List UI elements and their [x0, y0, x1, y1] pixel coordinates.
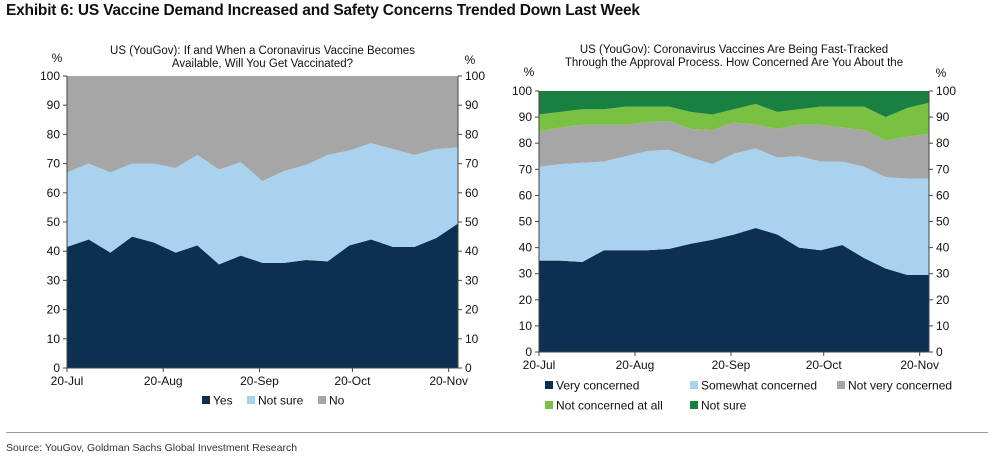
left-title-line-1: US (YouGov): If and When a Coronavirus V… [110, 45, 415, 57]
left-xtick-label: 20-Nov [429, 374, 468, 388]
right-ytick-right-label: 90 [936, 110, 950, 124]
right-ytick-right-label: 30 [936, 267, 950, 281]
right-legend-swatch-very-concerned [545, 381, 553, 389]
left-ylabel-left: % [52, 51, 63, 65]
left-legend-swatch-yes [202, 396, 210, 404]
chart-vaccine-willingness: US (YouGov): If and When a Coronavirus V… [40, 45, 485, 408]
right-ytick-left-label: 70 [519, 162, 533, 176]
right-xtick-label: 20-Nov [900, 358, 939, 372]
left-ytick-right-label: 0 [465, 361, 472, 375]
right-legend-label-not-sure: Not sure [701, 399, 747, 413]
left-ytick-left-label: 0 [53, 361, 60, 375]
right-ytick-left-label: 0 [525, 345, 532, 359]
right-ytick-left-label: 60 [519, 188, 533, 202]
left-xtick-label: 20-Sep [240, 374, 279, 388]
right-xtick-label: 20-Sep [712, 358, 751, 372]
right-ytick-right-label: 100 [936, 84, 956, 98]
right-ytick-left-label: 90 [519, 110, 533, 124]
right-title-line-1: US (YouGov): Coronavirus Vaccines Are Be… [580, 44, 888, 56]
right-ytick-left-label: 30 [519, 267, 533, 281]
right-legend-swatch-not-concerned-at-all [545, 401, 553, 409]
right-legend-swatch-not-sure [690, 401, 698, 409]
right-legend-swatch-somewhat-concerned [690, 381, 698, 389]
right-ytick-right-label: 40 [936, 241, 950, 255]
left-ytick-right-label: 10 [465, 332, 479, 346]
left-ytick-right-label: 20 [465, 303, 479, 317]
left-ytick-left-label: 10 [47, 332, 61, 346]
right-ytick-right-label: 60 [936, 188, 950, 202]
right-ylabel-left: % [524, 65, 535, 79]
left-ytick-left-label: 60 [47, 186, 61, 200]
right-ytick-left-label: 40 [519, 241, 533, 255]
left-legend-label-yes: Yes [213, 394, 233, 408]
right-xtick-label: 20-Aug [616, 358, 655, 372]
left-ytick-right-label: 40 [465, 244, 479, 258]
right-legend-label-somewhat-concerned: Somewhat concerned [701, 379, 817, 393]
left-legend-label-not-sure: Not sure [258, 394, 304, 408]
source-note: Source: YouGov, Goldman Sachs Global Inv… [6, 442, 298, 454]
left-xtick-label: 20-Jul [51, 374, 84, 388]
right-ytick-left-label: 80 [519, 136, 533, 150]
right-area-not-concerned-at-all [539, 102, 929, 141]
right-legend-label-very-concerned: Very concerned [556, 379, 639, 393]
source-divider [6, 432, 988, 433]
left-legend-swatch-not-sure [247, 396, 255, 404]
right-xtick-label: 20-Oct [806, 358, 843, 372]
right-legend-swatch-not-very-concerned [837, 381, 845, 389]
left-ytick-left-label: 30 [47, 273, 61, 287]
right-ytick-left-label: 100 [512, 84, 532, 98]
left-ytick-left-label: 100 [40, 69, 60, 83]
left-area-yes [67, 223, 458, 368]
right-area-very-concerned [539, 228, 929, 352]
left-ytick-right-label: 90 [465, 98, 479, 112]
left-area-not-sure [67, 143, 458, 265]
left-xtick-label: 20-Oct [334, 374, 371, 388]
left-ytick-left-label: 90 [47, 98, 61, 112]
right-ytick-right-label: 20 [936, 293, 950, 307]
left-ytick-right-label: 70 [465, 157, 479, 171]
left-xtick-label: 20-Aug [144, 374, 183, 388]
right-area-not-very-concerned [539, 121, 929, 179]
left-ytick-left-label: 70 [47, 157, 61, 171]
left-ytick-right-label: 30 [465, 273, 479, 287]
right-ytick-right-label: 10 [936, 319, 950, 333]
right-ytick-right-label: 50 [936, 215, 950, 229]
right-title-line-2: Through the Approval Process. How Concer… [565, 57, 903, 69]
left-ytick-left-label: 80 [47, 127, 61, 141]
left-ylabel-right: % [465, 53, 476, 67]
chart-fast-track-concern: US (YouGov): Coronavirus Vaccines Are Be… [512, 44, 956, 413]
right-legend-label-not-concerned-at-all: Not concerned at all [556, 399, 663, 413]
exhibit-title: Exhibit 6: US Vaccine Demand Increased a… [6, 2, 640, 19]
left-ytick-left-label: 40 [47, 244, 61, 258]
left-legend-swatch-no [318, 396, 326, 404]
left-ytick-left-label: 50 [47, 215, 61, 229]
left-area-no [67, 76, 458, 182]
right-ytick-left-label: 10 [519, 319, 533, 333]
left-title-line-2: Available, Will You Get Vaccinated? [172, 58, 353, 70]
right-legend-label-not-very-concerned: Not very concerned [848, 379, 952, 393]
right-area-somewhat-concerned [539, 148, 929, 275]
right-xtick-label: 20-Jul [523, 358, 556, 372]
right-ytick-right-label: 70 [936, 162, 950, 176]
left-ytick-right-label: 60 [465, 186, 479, 200]
right-ytick-left-label: 20 [519, 293, 533, 307]
left-legend-label-no: No [329, 394, 345, 408]
right-ytick-right-label: 80 [936, 136, 950, 150]
left-ytick-right-label: 100 [465, 69, 485, 83]
right-ylabel-right: % [936, 66, 947, 80]
left-ytick-right-label: 80 [465, 127, 479, 141]
left-ytick-right-label: 50 [465, 215, 479, 229]
right-area-not-sure [539, 91, 929, 118]
left-ytick-left-label: 20 [47, 303, 61, 317]
right-ytick-left-label: 50 [519, 215, 533, 229]
right-ytick-right-label: 0 [936, 345, 943, 359]
